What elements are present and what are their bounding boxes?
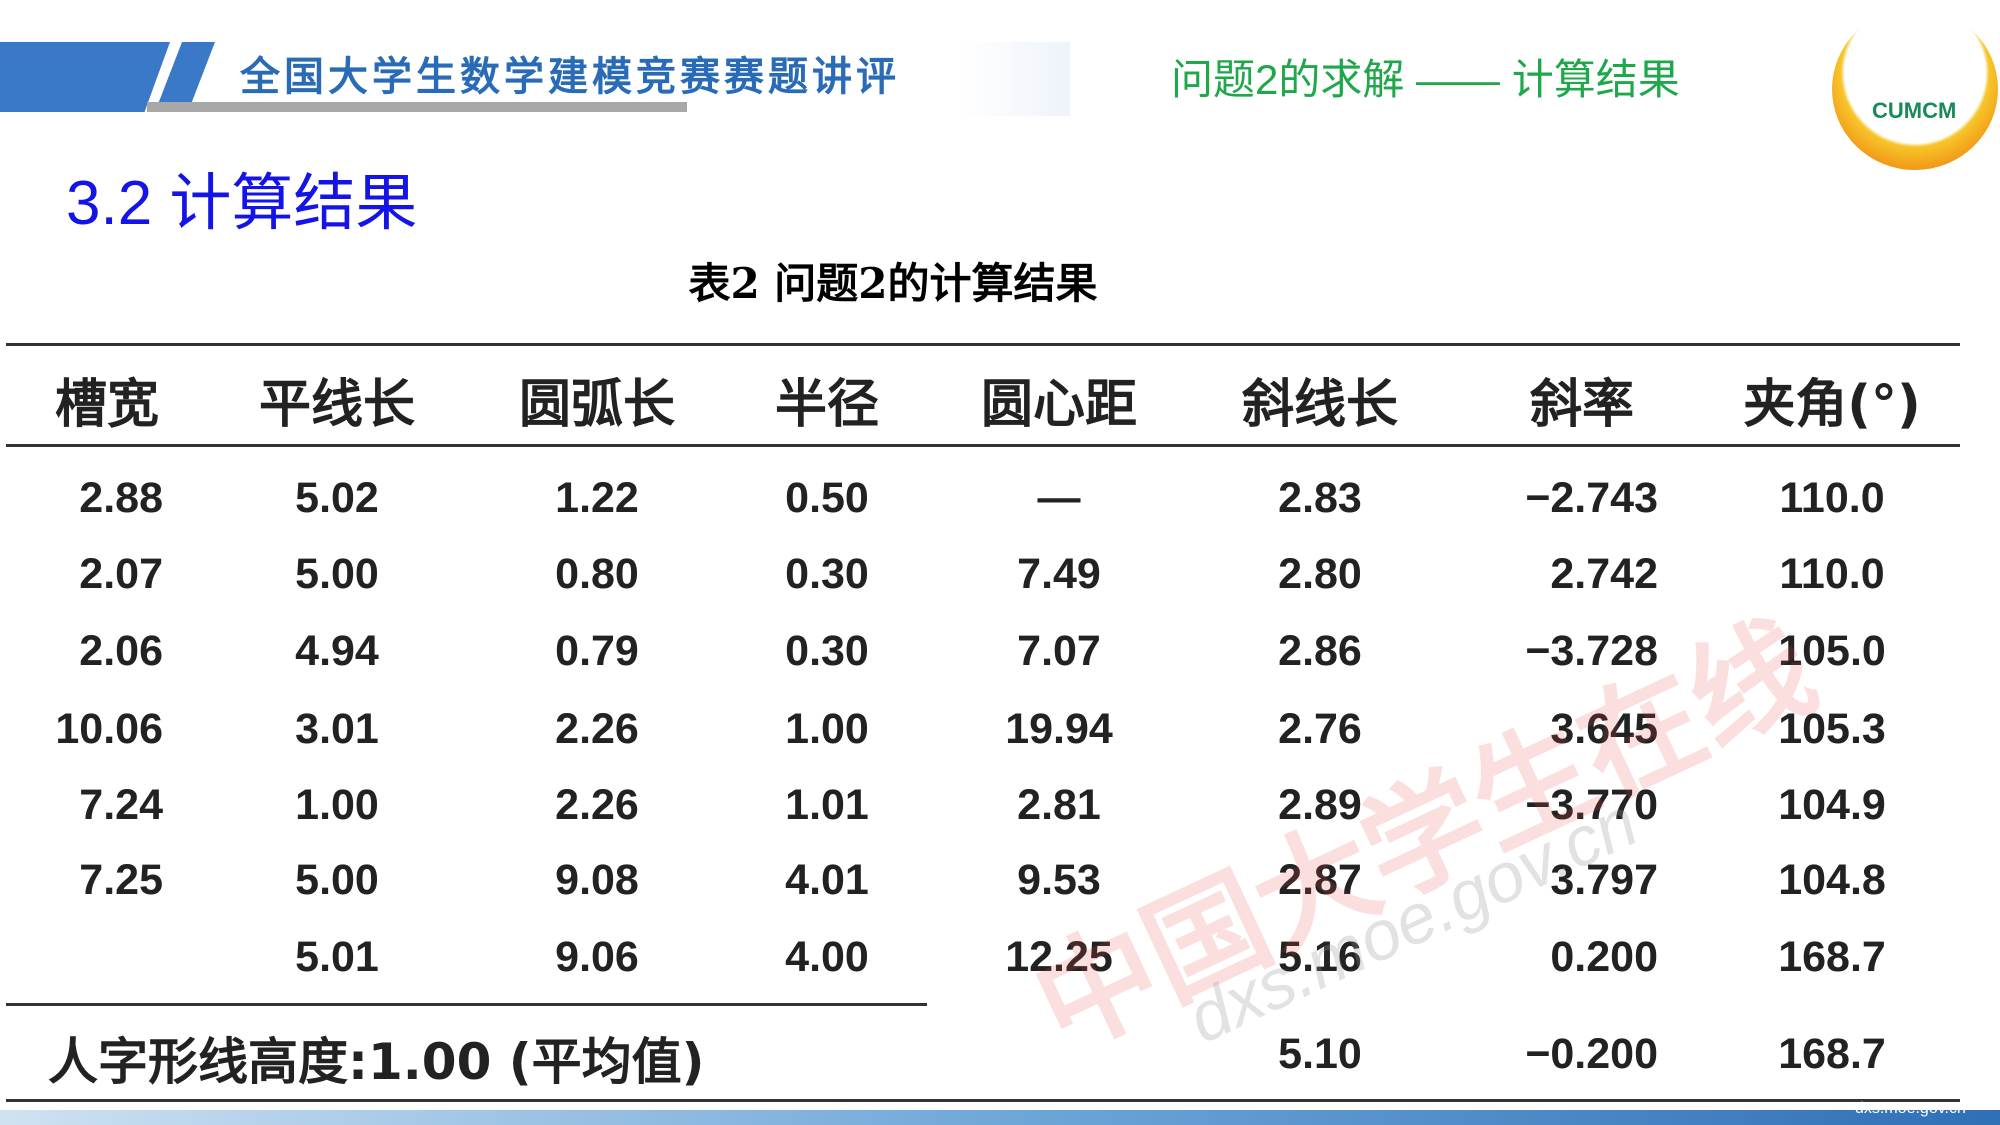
table-cell: 2.06 [79, 627, 163, 675]
table-cell: 105.0 [1778, 627, 1886, 675]
table-cell: 9.08 [555, 856, 639, 904]
header-band [0, 42, 170, 112]
cumcm-logo [1832, 8, 1998, 170]
table-cell: 1.00 [295, 781, 379, 829]
table-cell: 10.06 [55, 705, 163, 753]
table-cell: 12.25 [1005, 933, 1113, 981]
column-header: 平线长 [258, 375, 416, 435]
table-cell: — [1037, 474, 1081, 522]
table-cell: 2.88 [79, 474, 163, 522]
table-cell: 1.00 [785, 705, 869, 753]
table-cell: −3.770 [1525, 781, 1658, 829]
table-cell: 0.50 [785, 474, 869, 522]
column-header: 槽宽 [54, 375, 160, 435]
column-header: 斜率 [1529, 375, 1635, 435]
table-cell: 3.01 [295, 705, 379, 753]
table-cell: 168.7 [1778, 933, 1886, 981]
table-cell: 7.24 [79, 781, 163, 829]
table-cell: 2.26 [555, 781, 639, 829]
table-cell: 3.797 [1550, 856, 1658, 904]
table-cell: 1.01 [785, 781, 869, 829]
table-cell: 2.76 [1278, 705, 1362, 753]
table-top-rule [6, 343, 1960, 346]
table-cell: 2.742 [1550, 550, 1658, 598]
course-title: 全国大学生数学建模竞赛赛题讲评 [240, 53, 900, 100]
corner-url: dxs.moe.gov.cn [1855, 1100, 1966, 1117]
table-cell: 0.200 [1550, 933, 1658, 981]
table-cell: 4.00 [785, 933, 869, 981]
table-cell: 104.9 [1778, 781, 1886, 829]
column-header: 夹角(°) [1743, 375, 1921, 435]
table-cell: 7.07 [1017, 627, 1101, 675]
table-caption: 表2 问题2的计算结果 [688, 259, 1098, 308]
table-cell: 2.26 [555, 705, 639, 753]
table-cell: 5.01 [295, 933, 379, 981]
column-header: 圆弧长 [518, 375, 676, 435]
table-cell: 110.0 [1779, 474, 1885, 522]
table-cell: 4.01 [785, 856, 869, 904]
footer-row-cell: −0.200 [1525, 1030, 1658, 1078]
section-title: 问题2的求解 —— 计算结果 [1171, 56, 1680, 103]
table-cell: 3.645 [1550, 705, 1658, 753]
table-bottom-rule [6, 1099, 1960, 1102]
slide-heading: 3.2 计算结果 [66, 169, 418, 238]
table-cell: 0.79 [555, 627, 639, 675]
table-cell: 5.02 [295, 474, 379, 522]
table-cell: 2.83 [1278, 474, 1362, 522]
table-cell: 2.86 [1278, 627, 1362, 675]
table-cell: 9.53 [1017, 856, 1101, 904]
header-fade [960, 42, 1070, 116]
table-cell: 0.30 [785, 627, 869, 675]
table-cell: 5.00 [295, 550, 379, 598]
footer-bar [0, 1110, 2000, 1125]
footer-row-label: 人字形线高度:1.00 (平均值) [48, 1033, 705, 1091]
footer-row-cell: 168.7 [1778, 1030, 1886, 1078]
table-cell: 7.25 [79, 856, 163, 904]
table-cell: 9.06 [555, 933, 639, 981]
table-cell: 0.30 [785, 550, 869, 598]
header-underline [147, 102, 687, 112]
table-cell: 2.07 [79, 550, 163, 598]
table-cell: 104.8 [1778, 856, 1886, 904]
footer-row-cell: 5.10 [1278, 1030, 1362, 1078]
column-header: 斜线长 [1241, 375, 1399, 435]
table-cell: 2.81 [1017, 781, 1101, 829]
column-header: 圆心距 [980, 375, 1138, 435]
table-cell: 7.49 [1017, 550, 1101, 598]
table-cell: 105.3 [1778, 705, 1886, 753]
table-cell: 2.87 [1278, 856, 1362, 904]
column-header: 半径 [774, 375, 880, 435]
table-cell: 2.80 [1278, 550, 1362, 598]
table-cell: 5.16 [1278, 933, 1362, 981]
table-partial-rule [6, 1003, 927, 1006]
table-cell: 0.80 [555, 550, 639, 598]
table-cell: 19.94 [1005, 705, 1113, 753]
table-cell: 1.22 [555, 474, 639, 522]
table-cell: −2.743 [1525, 474, 1658, 522]
table-cell: 2.89 [1278, 781, 1362, 829]
table-cell: 110.0 [1779, 550, 1885, 598]
table-header-rule [6, 444, 1960, 447]
table-cell: 4.94 [295, 627, 379, 675]
watermark-cn: 中国大学生在线 [1015, 598, 1834, 1076]
logo-text: CUMCM [1872, 98, 1957, 123]
table-cell: −3.728 [1525, 627, 1658, 675]
table-cell: 5.00 [295, 856, 379, 904]
